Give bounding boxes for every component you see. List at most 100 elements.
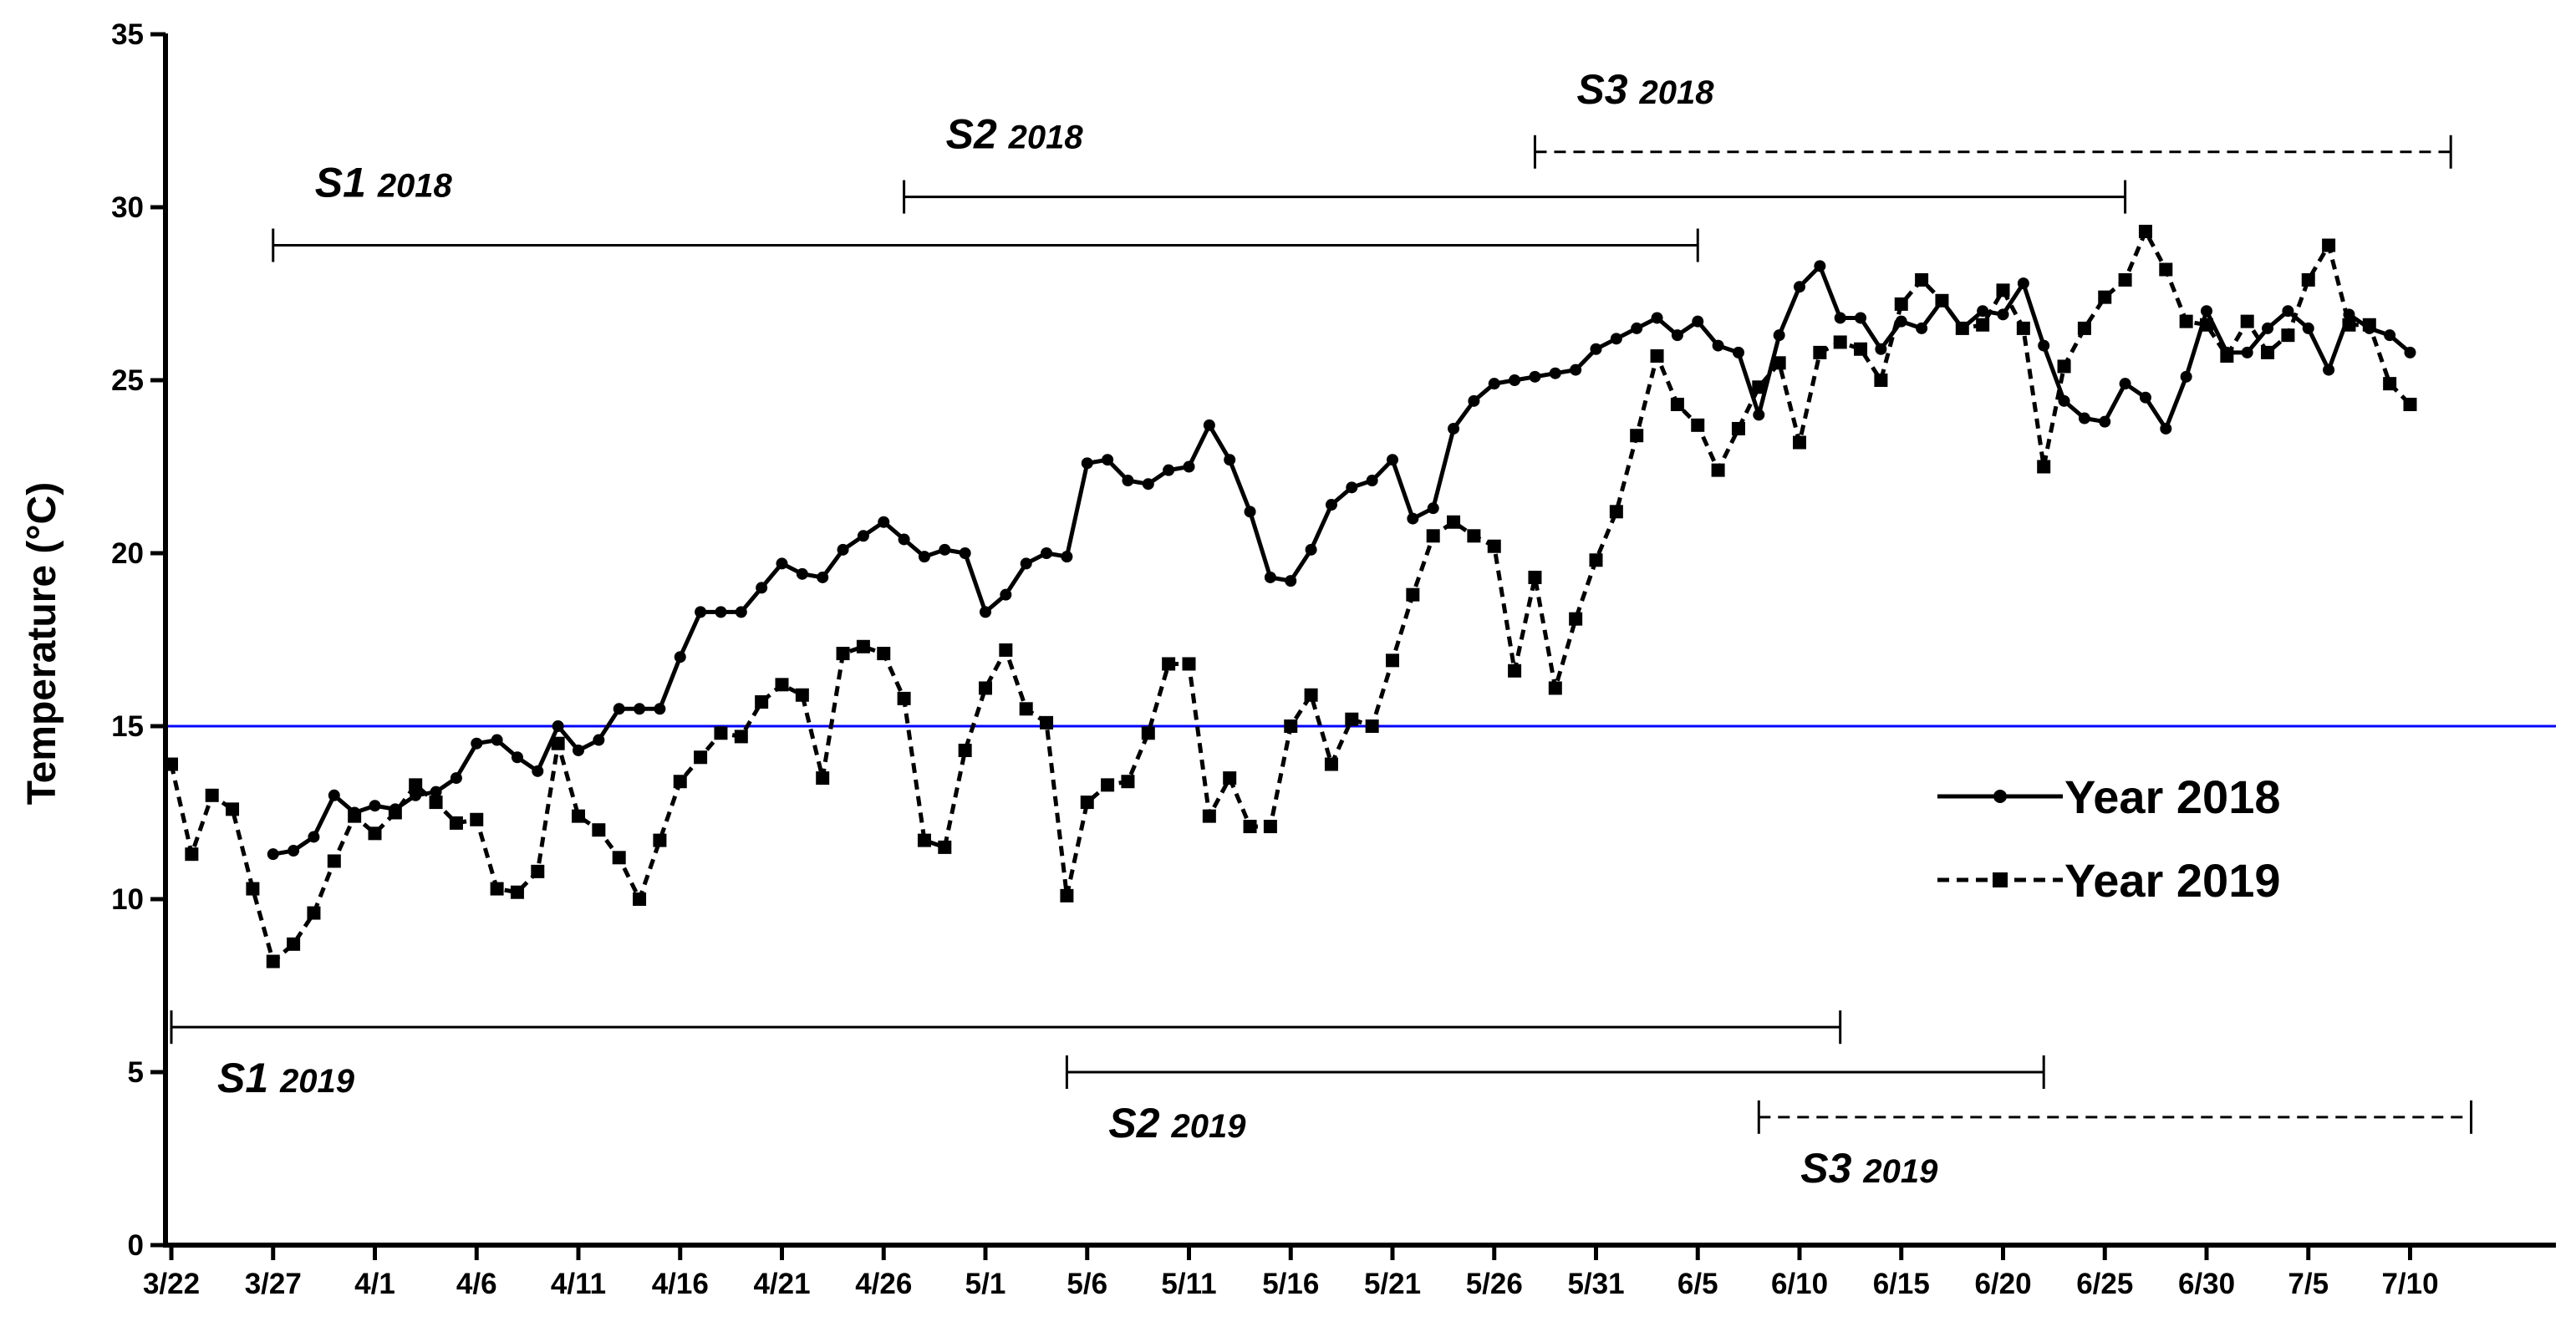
data-point [1732,346,1744,358]
data-point [369,800,381,812]
bracket-label-year: 2018 [377,168,453,205]
data-point [2037,460,2051,474]
data-point [734,730,748,744]
data-point [857,530,869,542]
x-tick-label: 5/11 [1161,1268,1216,1300]
data-point [450,772,462,785]
data-point [1183,460,1195,473]
data-point [2302,322,2314,334]
legend-label: Year 2018 [2064,770,2280,823]
data-point [1813,345,1827,359]
data-point [1000,588,1012,601]
data-point [490,882,504,896]
data-point [592,823,606,837]
data-point [877,647,891,661]
data-point [1426,529,1440,543]
data-point [1631,322,1643,334]
data-point [2322,238,2336,252]
data-point [1142,478,1154,491]
data-point [1650,349,1664,364]
x-tick-label: 4/21 [753,1268,810,1300]
data-point [327,854,341,868]
data-point [817,571,829,583]
y-tick-label: 35 [111,18,144,51]
x-tick-label: 4/11 [551,1268,606,1300]
data-point [409,778,423,792]
data-point [1935,293,1949,308]
data-point [2323,364,2335,376]
data-point [1895,315,1907,328]
data-point [856,639,870,653]
data-point [1365,719,1379,733]
data-point [735,606,747,618]
data-point [2301,272,2315,287]
data-point [1590,343,1602,355]
data-point [1894,297,1908,311]
data-point [1102,454,1114,466]
data-point [470,812,484,826]
data-point [1610,333,1622,345]
data-point [328,789,340,801]
data-point [1447,515,1461,529]
data-point [1406,587,1420,602]
data-point [288,845,300,857]
data-point [1202,809,1216,823]
data-point [1304,688,1318,702]
data-point [2077,321,2091,335]
x-tick-label: 4/6 [456,1268,497,1300]
y-tick-label: 20 [111,537,144,570]
data-point [1833,335,1847,349]
series-year-2019 [165,224,2417,969]
data-point [1346,481,1358,494]
data-point [816,771,830,786]
data-point [2403,397,2417,411]
data-point [1834,312,1846,324]
series-line [169,229,2412,963]
data-point [2240,314,2254,328]
data-point [1814,260,1826,272]
y-axis-title: Temperature (°C) [20,482,64,805]
data-point [185,847,199,862]
data-point [572,809,585,823]
data-point [653,833,667,847]
data-point [1243,820,1257,834]
data-point [2362,318,2376,332]
data-point [1285,575,1297,587]
data-point [715,606,727,618]
data-point [1263,820,1277,834]
period-bracket-s2-2018: S2 2018 [903,111,2127,214]
data-point [1407,512,1419,525]
data-point [1529,370,1541,383]
data-point [368,826,382,841]
data-point [1122,475,1134,487]
data-point [2282,305,2294,318]
data-point [2098,290,2112,304]
data-point [552,720,564,732]
legend-label: Year 2019 [2064,854,2280,907]
y-tick-label: 30 [111,191,144,224]
data-point [449,816,463,830]
data-point [694,750,708,765]
data-point [1855,312,1867,324]
x-tick-label: 6/30 [2178,1268,2235,1300]
data-point [2057,359,2071,374]
y-tick-label: 25 [111,364,144,397]
period-brackets: S1 2018 S2 2018 S3 2018 S1 2019 S2 2019 S3 20… [170,66,2473,1192]
bracket-label: S3 2018 [1576,66,1714,113]
x-tick-label: 6/10 [1771,1268,1828,1300]
data-point [1711,463,1725,477]
data-point [1020,557,1032,570]
period-bracket-s2-2019: S2 2019 [1065,1055,2045,1147]
data-point [593,734,605,746]
data-point [1182,657,1196,671]
x-tick-label: 5/16 [1262,1268,1319,1300]
data-point [1630,429,1644,443]
data-point [918,551,930,563]
data-point [1651,312,1663,324]
data-point [795,688,809,702]
data-point [2099,415,2111,428]
bracket-label-year: 2018 [1008,119,1084,156]
data-point [267,848,279,861]
data-point [938,840,952,854]
